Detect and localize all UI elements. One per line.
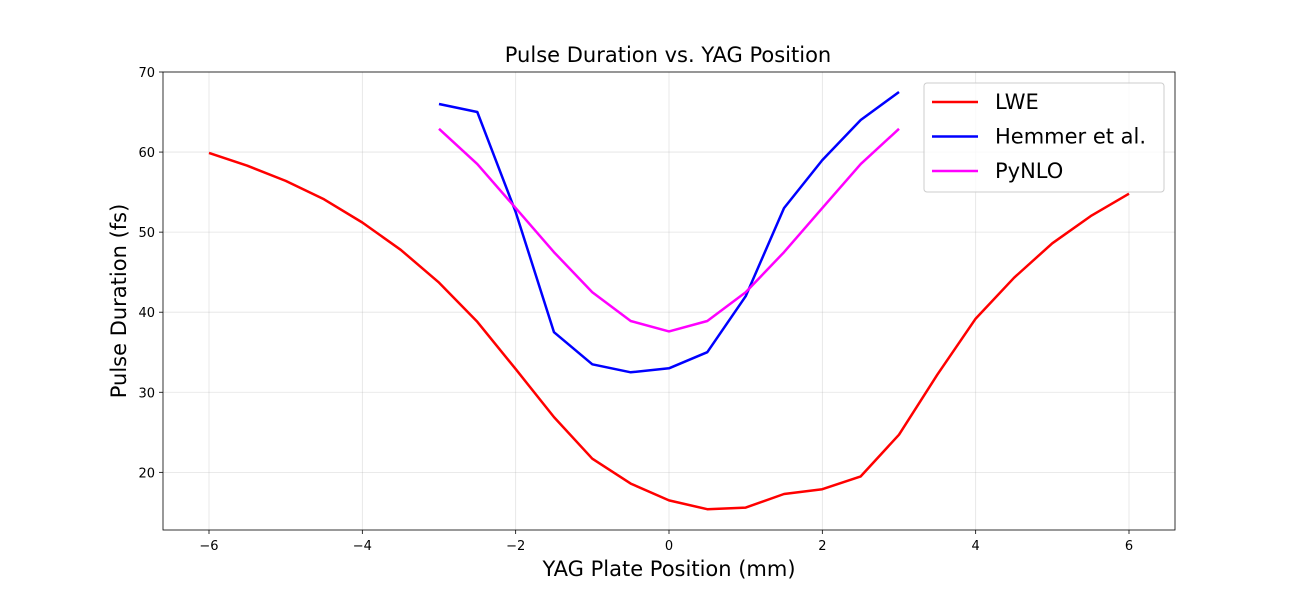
x-tick-label: 4 bbox=[972, 539, 980, 554]
y-tick-label: 40 bbox=[138, 306, 155, 321]
x-tick-label: −2 bbox=[506, 539, 525, 554]
y-tick-label: 60 bbox=[138, 146, 155, 161]
x-axis-ticks: −6 −4 −2 0 2 4 6 bbox=[199, 530, 1133, 554]
x-tick-label: −6 bbox=[199, 539, 218, 554]
legend: LWE Hemmer et al. PyNLO bbox=[923, 82, 1165, 193]
legend-label-hemmer-et-al: Hemmer et al. bbox=[995, 125, 1146, 149]
x-tick-label: 2 bbox=[818, 539, 826, 554]
chart-title: Pulse Duration vs. YAG Position bbox=[505, 43, 831, 67]
x-tick-label: 6 bbox=[1125, 539, 1133, 554]
x-axis-label: YAG Plate Position (mm) bbox=[541, 557, 795, 581]
y-tick-label: 30 bbox=[138, 386, 155, 401]
legend-box bbox=[923, 82, 1165, 193]
series-line-hemmer-et-al bbox=[438, 90, 900, 374]
y-tick-label: 50 bbox=[138, 226, 155, 241]
series-lines bbox=[208, 90, 1130, 511]
y-tick-label: 20 bbox=[138, 466, 155, 481]
x-tick-label: −4 bbox=[353, 539, 372, 554]
x-tick-label: 0 bbox=[665, 539, 673, 554]
y-axis-ticks: 20 30 40 50 60 70 bbox=[138, 66, 163, 481]
y-axis-label: Pulse Duration (fs) bbox=[107, 204, 131, 399]
series-line-pynlo bbox=[438, 127, 900, 333]
legend-label-lwe: LWE bbox=[995, 90, 1039, 114]
series-line-lwe bbox=[208, 151, 1130, 511]
y-tick-label: 70 bbox=[138, 66, 155, 81]
grid-lines bbox=[163, 71, 1175, 530]
legend-label-pynlo: PyNLO bbox=[995, 159, 1063, 183]
